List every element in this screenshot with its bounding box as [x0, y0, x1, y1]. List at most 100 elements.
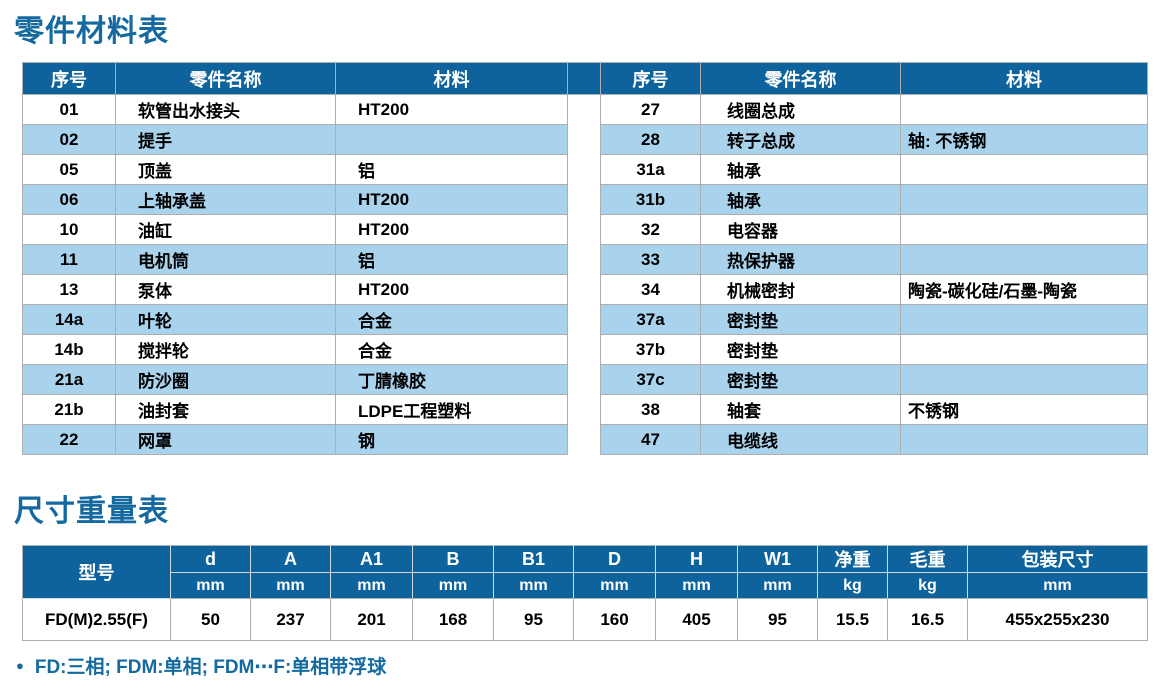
material-cell: 铝 — [335, 154, 568, 185]
material-cell — [900, 244, 1148, 275]
serial-cell: 37a — [600, 304, 701, 335]
part-name-cell: 电缆线 — [700, 424, 901, 455]
dims-value-cell: 95 — [493, 598, 574, 641]
serial-cell: 31a — [600, 154, 701, 185]
col-header-material-right: 材料 — [900, 62, 1148, 95]
material-cell: 合金 — [335, 304, 568, 335]
separator-cell — [567, 274, 601, 305]
parts-material-table: 序号 零件名称 材料 序号 零件名称 材料 01 软管出水接头 HT200 27 线圈总… — [22, 62, 1148, 455]
part-name-cell: 油缸 — [115, 214, 336, 245]
dims-col-unit: mm — [573, 572, 656, 599]
material-cell: 铝 — [335, 244, 568, 275]
dims-table-body: FD(M)2.55(F) 50 237 201 168 95 160 405 95 15.5 16… — [22, 598, 1148, 641]
separator-cell — [567, 304, 601, 335]
part-name-cell: 泵体 — [115, 274, 336, 305]
dims-value-cell: 201 — [330, 598, 413, 641]
col-header-material-left: 材料 — [335, 62, 568, 95]
part-name-cell: 搅拌轮 — [115, 334, 336, 365]
part-name-cell: 轴套 — [700, 394, 901, 425]
parts-table-row: 21a 防沙圈 丁腈橡胶 37c 密封垫 — [22, 364, 1148, 395]
serial-cell: 28 — [600, 124, 701, 155]
dims-weight-table: 型号 d A A1 B B1 D H W1 净重 毛重 包装尺寸 mm mm mm mm mm mm mm mm k… — [22, 545, 1148, 641]
material-cell — [900, 424, 1148, 455]
parts-table-title: 零件材料表 — [14, 15, 169, 48]
serial-cell: 27 — [600, 94, 701, 125]
part-name-cell: 密封垫 — [700, 304, 901, 335]
parts-table-row: 11 电机筒铝 33 热保护器 — [22, 244, 1148, 275]
material-cell: 轴: 不锈钢 — [900, 124, 1148, 155]
material-cell: 不锈钢 — [900, 394, 1148, 425]
part-name-cell: 油封套 — [115, 394, 336, 425]
serial-cell: 11 — [22, 244, 116, 275]
footnote: ● FD:三相; FDM:单相; FDM⋯F:单相带浮球 — [16, 652, 386, 679]
serial-cell: 31b — [600, 184, 701, 215]
dims-col-unit: mm — [493, 572, 574, 599]
part-name-cell: 密封垫 — [700, 334, 901, 365]
parts-table-row: 21b 油封套 LDPE工程塑料 38 轴套 不锈钢 — [22, 394, 1148, 425]
material-cell: HT200 — [335, 94, 568, 125]
parts-table-row: 02 提手 28 转子总成 轴: 不锈钢 — [22, 124, 1148, 155]
serial-cell: 13 — [22, 274, 116, 305]
dims-value-cell: 16.5 — [887, 598, 968, 641]
material-cell — [900, 184, 1148, 215]
separator-cell — [567, 424, 601, 455]
separator-header-cell — [567, 62, 601, 95]
dims-col-label: A — [250, 545, 331, 573]
dims-col-unit: mm — [412, 572, 494, 599]
parts-table-row: 10 油缸 HT200 32 电容器 — [22, 214, 1148, 245]
bullet-icon: ● — [16, 658, 24, 673]
serial-cell: 37c — [600, 364, 701, 395]
material-cell: 合金 — [335, 334, 568, 365]
parts-table-row: 14b 搅拌轮 合金 37b 密封垫 — [22, 334, 1148, 365]
parts-table-row: 22 网罩钢 47 电缆线 — [22, 424, 1148, 455]
dims-col-unit: mm — [967, 572, 1148, 599]
material-cell — [900, 154, 1148, 185]
dims-value-cell: 455x255x230 — [967, 598, 1148, 641]
material-cell — [335, 124, 568, 155]
col-header-serial-right: 序号 — [600, 62, 701, 95]
parts-table-body: 01 软管出水接头 HT200 27 线圈总成 02 提手 28 转子总成 轴: 不锈钢 05 顶盖铝… — [22, 94, 1148, 455]
serial-cell: 05 — [22, 154, 116, 185]
dims-col-label: d — [170, 545, 251, 573]
dims-col-label: A1 — [330, 545, 413, 573]
dims-col-label: B1 — [493, 545, 574, 573]
parts-table-header: 序号 零件名称 材料 序号 零件名称 材料 — [22, 62, 1148, 95]
part-name-cell: 轴承 — [700, 154, 901, 185]
parts-table-row: 01 软管出水接头 HT200 27 线圈总成 — [22, 94, 1148, 125]
dims-value-cell: 15.5 — [817, 598, 888, 641]
separator-cell — [567, 94, 601, 125]
serial-cell: 21b — [22, 394, 116, 425]
part-name-cell: 线圈总成 — [700, 94, 901, 125]
dims-col-unit: mm — [330, 572, 413, 599]
separator-cell — [567, 214, 601, 245]
parts-header-row: 序号 零件名称 材料 序号 零件名称 材料 — [22, 62, 1148, 95]
dims-col-label: H — [655, 545, 738, 573]
part-name-cell: 叶轮 — [115, 304, 336, 335]
material-cell: HT200 — [335, 214, 568, 245]
dims-col-unit: kg — [887, 572, 968, 599]
separator-cell — [567, 394, 601, 425]
separator-cell — [567, 364, 601, 395]
parts-table-row: 13 泵体 HT200 34 机械密封 陶瓷-碳化硅/石墨-陶瓷 — [22, 274, 1148, 305]
col-header-serial-left: 序号 — [22, 62, 116, 95]
dims-col-label: B — [412, 545, 494, 573]
serial-cell: 22 — [22, 424, 116, 455]
dims-col-label: 毛重 — [887, 545, 968, 573]
material-cell — [900, 304, 1148, 335]
dims-header-labels-row: 型号 d A A1 B B1 D H W1 净重 毛重 包装尺寸 — [22, 545, 1148, 599]
serial-cell: 32 — [600, 214, 701, 245]
part-name-cell: 网罩 — [115, 424, 336, 455]
dims-col-unit: mm — [655, 572, 738, 599]
material-cell: 丁腈橡胶 — [335, 364, 568, 395]
material-cell: 钢 — [335, 424, 568, 455]
footnote-text: FD:三相; FDM:单相; FDM⋯F:单相带浮球 — [34, 657, 387, 678]
part-name-cell: 转子总成 — [700, 124, 901, 155]
material-cell: HT200 — [335, 184, 568, 215]
part-name-cell: 软管出水接头 — [115, 94, 336, 125]
serial-cell: 34 — [600, 274, 701, 305]
serial-cell: 37b — [600, 334, 701, 365]
material-cell: HT200 — [335, 274, 568, 305]
part-name-cell: 提手 — [115, 124, 336, 155]
dims-header-units-row: mm mm mm mm mm mm mm mm kg kg mm — [23, 572, 1148, 599]
separator-cell — [567, 244, 601, 275]
